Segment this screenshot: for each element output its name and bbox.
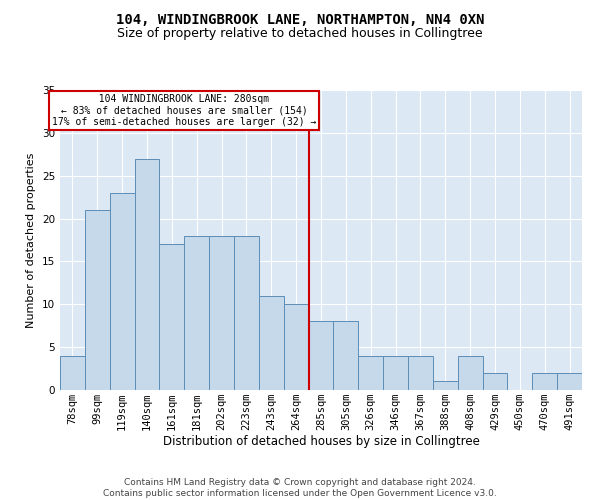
Bar [408, 356, 433, 390]
Bar [134, 158, 160, 390]
Text: 104 WINDINGBROOK LANE: 280sqm  
← 83% of detached houses are smaller (154)
17% o: 104 WINDINGBROOK LANE: 280sqm ← 83% of d… [52, 94, 316, 128]
Y-axis label: Number of detached properties: Number of detached properties [26, 152, 37, 328]
Text: 104, WINDINGBROOK LANE, NORTHAMPTON, NN4 0XN: 104, WINDINGBROOK LANE, NORTHAMPTON, NN4… [116, 12, 484, 26]
Text: Contains HM Land Registry data © Crown copyright and database right 2024.
Contai: Contains HM Land Registry data © Crown c… [103, 478, 497, 498]
Bar [259, 296, 284, 390]
Bar [458, 356, 482, 390]
Bar [160, 244, 184, 390]
Text: Size of property relative to detached houses in Collingtree: Size of property relative to detached ho… [117, 28, 483, 40]
Text: Distribution of detached houses by size in Collingtree: Distribution of detached houses by size … [163, 435, 479, 448]
Bar [60, 356, 85, 390]
Bar [482, 373, 508, 390]
Bar [284, 304, 308, 390]
Bar [308, 322, 334, 390]
Bar [209, 236, 234, 390]
Bar [557, 373, 582, 390]
Bar [85, 210, 110, 390]
Bar [110, 193, 134, 390]
Bar [234, 236, 259, 390]
Bar [532, 373, 557, 390]
Bar [184, 236, 209, 390]
Bar [358, 356, 383, 390]
Bar [334, 322, 358, 390]
Bar [433, 382, 458, 390]
Bar [383, 356, 408, 390]
